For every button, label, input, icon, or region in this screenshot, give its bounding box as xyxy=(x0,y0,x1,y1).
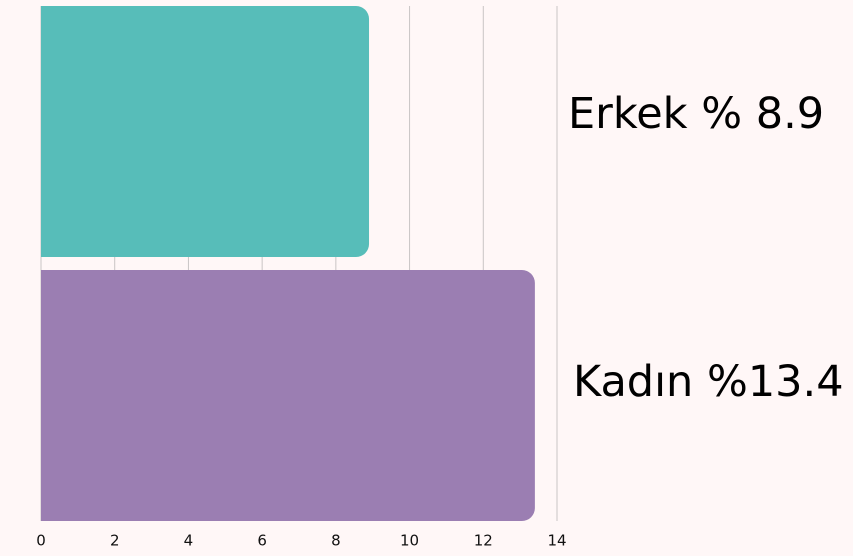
x-tick-label: 10 xyxy=(400,532,419,550)
x-tick-label: 0 xyxy=(36,532,46,550)
bar xyxy=(41,6,370,257)
bar-value-label: Kadın %13.4 xyxy=(573,357,844,407)
x-tick-label: 12 xyxy=(474,532,493,550)
x-tick-label: 8 xyxy=(331,532,341,550)
bar xyxy=(41,270,535,521)
x-tick-label: 4 xyxy=(184,532,194,550)
x-tick-label: 2 xyxy=(110,532,120,550)
x-tick-label: 14 xyxy=(547,532,566,550)
x-tick-label: 6 xyxy=(257,532,267,550)
bar-value-label: Erkek % 8.9 xyxy=(568,89,824,139)
